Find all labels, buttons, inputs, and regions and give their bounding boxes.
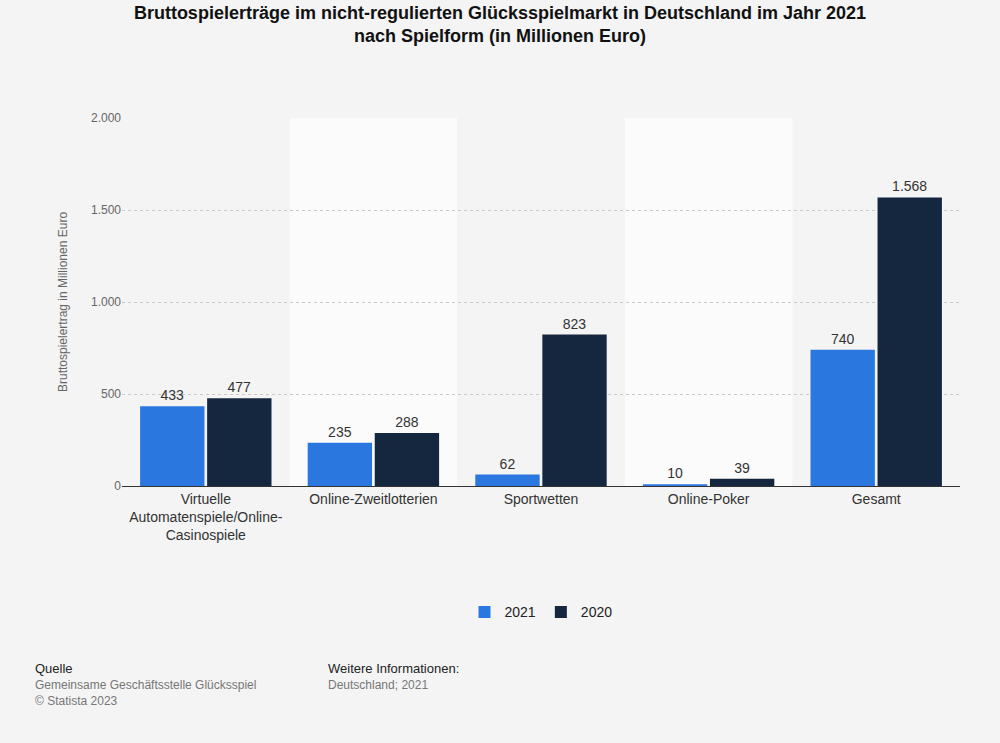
svg-text:Weitere Informationen:: Weitere Informationen: <box>328 661 459 676</box>
svg-text:Online-Poker: Online-Poker <box>668 491 750 507</box>
svg-text:740: 740 <box>831 331 855 347</box>
svg-text:Deutschland; 2021: Deutschland; 2021 <box>328 678 428 692</box>
svg-text:433: 433 <box>160 387 184 403</box>
svg-text:VirtuelleAutomatenspiele/Onlin: VirtuelleAutomatenspiele/Online-Casinosp… <box>129 491 283 543</box>
svg-text:823: 823 <box>563 316 587 332</box>
svg-text:477: 477 <box>228 379 252 395</box>
svg-text:Gesamt: Gesamt <box>852 491 901 507</box>
svg-text:1.568: 1.568 <box>892 178 927 194</box>
svg-text:© Statista 2023: © Statista 2023 <box>35 694 118 708</box>
svg-text:Bruttospielertrag in Millionen: Bruttospielertrag in Millionen Euro <box>56 212 70 392</box>
svg-text:288: 288 <box>395 414 419 430</box>
svg-text:235: 235 <box>328 424 352 440</box>
svg-text:Online-Zweitlotterien: Online-Zweitlotterien <box>309 491 437 507</box>
svg-text:Quelle: Quelle <box>35 661 73 676</box>
svg-text:10: 10 <box>667 465 683 481</box>
svg-text:2.000: 2.000 <box>91 111 121 125</box>
svg-text:Gemeinsame Geschäftsstelle Glü: Gemeinsame Geschäftsstelle Glücksspiel <box>35 678 256 692</box>
svg-text:500: 500 <box>101 387 121 401</box>
svg-text:0: 0 <box>114 479 121 493</box>
svg-text:2020: 2020 <box>581 604 612 620</box>
svg-text:Bruttospielerträge im nicht-re: Bruttospielerträge im nicht-regulierten … <box>134 3 866 46</box>
svg-text:2021: 2021 <box>505 604 536 620</box>
svg-text:1.500: 1.500 <box>91 203 121 217</box>
svg-text:Sportwetten: Sportwetten <box>504 491 579 507</box>
svg-text:62: 62 <box>500 456 516 472</box>
svg-text:39: 39 <box>734 460 750 476</box>
svg-text:1.000: 1.000 <box>91 295 121 309</box>
